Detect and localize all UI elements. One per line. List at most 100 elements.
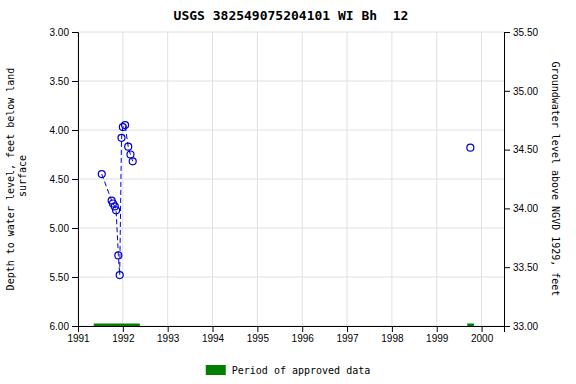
approved-segment: [94, 324, 140, 327]
tick: 34.50: [504, 144, 538, 155]
point: [98, 171, 105, 178]
point: [127, 151, 134, 158]
tick-mark: [504, 326, 510, 327]
tick: 34.00: [504, 203, 538, 214]
tick-label: 1995: [247, 333, 270, 344]
tick-mark: [504, 208, 510, 209]
tick: 1999: [426, 326, 449, 344]
tick-mark: [72, 32, 78, 33]
tick: 1997: [336, 326, 359, 344]
tick-mark: [72, 179, 78, 180]
tick: 3.50: [50, 76, 78, 87]
tick-mark: [72, 228, 78, 229]
tick-label: 1991: [67, 333, 90, 344]
axis-line: [79, 327, 505, 333]
tick: 5.00: [50, 223, 78, 234]
tick-mark: [72, 277, 78, 278]
axis-line: [72, 33, 79, 327]
tick: 4.50: [50, 174, 78, 185]
point: [129, 158, 136, 165]
tick: 3.00: [50, 27, 78, 38]
tick-label: 3.00: [50, 27, 70, 38]
x-axis: 1991 1992 1993 1994 1995 1996 1997 1998 1999 2000: [67, 326, 504, 344]
point: [116, 272, 123, 279]
y-axis: 3.00 3.50 4.00 4.50 5.00 5.50 6.00: [50, 27, 79, 332]
tick-mark: [72, 130, 78, 131]
y-axis-label: Depth to water level, feet below land su…: [5, 68, 28, 291]
tick-mark: [482, 326, 483, 332]
tick: 1998: [381, 326, 404, 344]
point: [122, 122, 129, 129]
y2-axis-label: Groundwater level above NGVD 1929, feet: [550, 62, 561, 297]
point: [115, 252, 122, 259]
legend-label: Period of approved data: [232, 365, 370, 376]
grid-line-y: [78, 130, 504, 131]
tick-label: 1996: [292, 333, 315, 344]
tick-label: 33.00: [513, 321, 538, 332]
tick-label: 5.00: [50, 223, 70, 234]
grid-line-y: [78, 277, 504, 278]
tick-label: 5.50: [50, 272, 70, 283]
tick: 6.00: [50, 321, 78, 332]
title: USGS 382549075204101 WI Bh 12: [174, 8, 409, 23]
tick: 1992: [112, 326, 135, 344]
tick-label: 4.00: [50, 125, 70, 136]
tick: 35.50: [504, 27, 538, 38]
tick-label: 34.50: [513, 144, 538, 155]
tick: 2000: [471, 326, 494, 344]
tick: 4.00: [50, 125, 78, 136]
tick-label: 6.00: [50, 321, 70, 332]
grid-line-y: [78, 81, 504, 82]
tick: 1995: [247, 326, 270, 344]
tick-label: 1994: [202, 333, 225, 344]
legend: Period of approved data: [206, 365, 370, 376]
marks: [94, 122, 474, 326]
tick-label: 1999: [426, 333, 449, 344]
tick: 1993: [157, 326, 180, 344]
series-line: [102, 125, 133, 275]
tick-label: 34.00: [513, 203, 538, 214]
tick-mark: [504, 150, 510, 151]
tick-label: 1997: [336, 333, 359, 344]
tick: 33.00: [504, 321, 538, 332]
tick-label: 1998: [381, 333, 404, 344]
tick-mark: [504, 267, 510, 268]
tick-label: 4.50: [50, 174, 70, 185]
tick-label: 35.00: [513, 86, 538, 97]
legend-swatch: [206, 365, 226, 375]
tick-mark: [123, 326, 124, 332]
tick-mark: [504, 32, 510, 33]
tick-mark: [302, 326, 303, 332]
point: [467, 144, 474, 151]
tick-mark: [168, 326, 169, 332]
y2-axis: 33.00 33.50 34.00 34.50 35.00 35.50: [504, 27, 538, 332]
tick: 1994: [202, 326, 225, 344]
grid: [78, 32, 504, 326]
point: [125, 143, 132, 150]
tick-mark: [72, 326, 78, 327]
tick-mark: [257, 326, 258, 332]
tick-mark: [347, 326, 348, 332]
tick: 1991: [67, 326, 90, 344]
tick: 1996: [292, 326, 315, 344]
tick-mark: [504, 91, 510, 92]
tick-label: 1992: [112, 333, 135, 344]
legend-item: Period of approved data: [206, 365, 370, 376]
point: [113, 207, 120, 214]
tick-label: 1993: [157, 333, 180, 344]
grid-line-y: [78, 228, 504, 229]
tick-mark: [392, 326, 393, 332]
tick-label: 33.50: [513, 262, 538, 273]
tick-label: 3.50: [50, 76, 70, 87]
point: [118, 134, 125, 141]
tick-label: 35.50: [513, 27, 538, 38]
tick-mark: [72, 81, 78, 82]
axis-line: [505, 33, 511, 327]
tick-mark: [437, 326, 438, 332]
tick-mark: [213, 326, 214, 332]
tick: 5.50: [50, 272, 78, 283]
grid-line-y: [78, 32, 504, 33]
tick: 33.50: [504, 262, 538, 273]
grid-line-y: [78, 179, 504, 180]
tick: 35.00: [504, 86, 538, 97]
